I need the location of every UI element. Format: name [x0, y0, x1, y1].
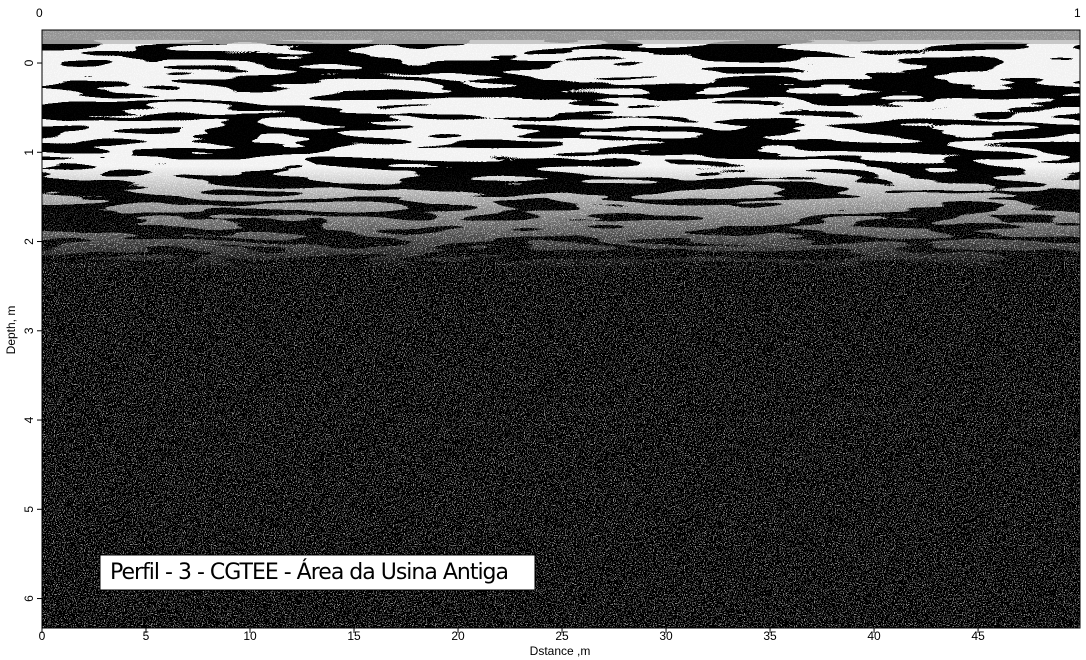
corner-label: 0	[36, 6, 43, 20]
x-tick-label: 25	[555, 629, 569, 643]
y-tick-label: 2	[22, 238, 36, 245]
y-tick-label: 0	[22, 59, 36, 66]
x-tick-label: 45	[971, 629, 985, 643]
y-tick-label: 4	[22, 416, 36, 423]
x-axis-title: Dstance ,m	[530, 644, 591, 658]
chart: 0 1 Perfil - 3 - CGTEE - Área da Usina A…	[0, 0, 1086, 660]
y-tick-label: 6	[22, 595, 36, 602]
y-tick-label: 5	[22, 506, 36, 513]
y-tick-label: 1	[22, 149, 36, 156]
x-tick-label: 30	[659, 629, 673, 643]
x-tick-label: 35	[763, 629, 777, 643]
annotation: Perfil - 3 - CGTEE - Área da Usina Antig…	[110, 559, 508, 585]
y-tick-label: 3	[22, 327, 36, 334]
y-axis-title: Depth, m	[4, 306, 18, 355]
x-tick-label: 5	[143, 629, 150, 643]
x-tick-label: 40	[867, 629, 881, 643]
x-tick-label: 20	[451, 629, 465, 643]
x-tick-label: 0	[39, 629, 46, 643]
corner-label: 1	[1074, 6, 1081, 20]
x-tick-label: 15	[347, 629, 361, 643]
x-tick-label: 10	[243, 629, 257, 643]
radargram-image	[42, 30, 1080, 628]
